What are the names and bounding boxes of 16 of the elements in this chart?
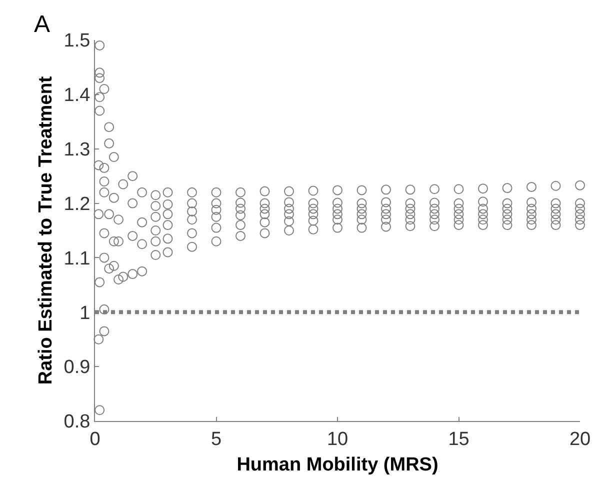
x-tick-label: 20: [569, 428, 591, 450]
x-axis-title: Human Mobility (MRS): [236, 454, 438, 476]
y-tick-label: 1: [80, 302, 90, 324]
x-tick-label: 10: [326, 428, 348, 450]
text: A: [34, 11, 50, 38]
y-tick-label: 0.9: [64, 357, 90, 378]
y-tick-label: 1.5: [64, 30, 90, 52]
x-tick-label: 0: [90, 428, 100, 450]
y-tick-label: 1.2: [64, 194, 90, 215]
x-tick-label: 5: [210, 428, 222, 450]
y-tick-label: 0.8: [64, 412, 90, 433]
y-axis-title: Ratio Estimated to True Treatment: [36, 76, 57, 385]
x-tick-label: 15: [448, 428, 470, 450]
y-tick-label: 1.1: [64, 248, 90, 270]
y-tick-label: 1.3: [64, 140, 90, 161]
y-tick-label: 1.4: [64, 85, 91, 106]
